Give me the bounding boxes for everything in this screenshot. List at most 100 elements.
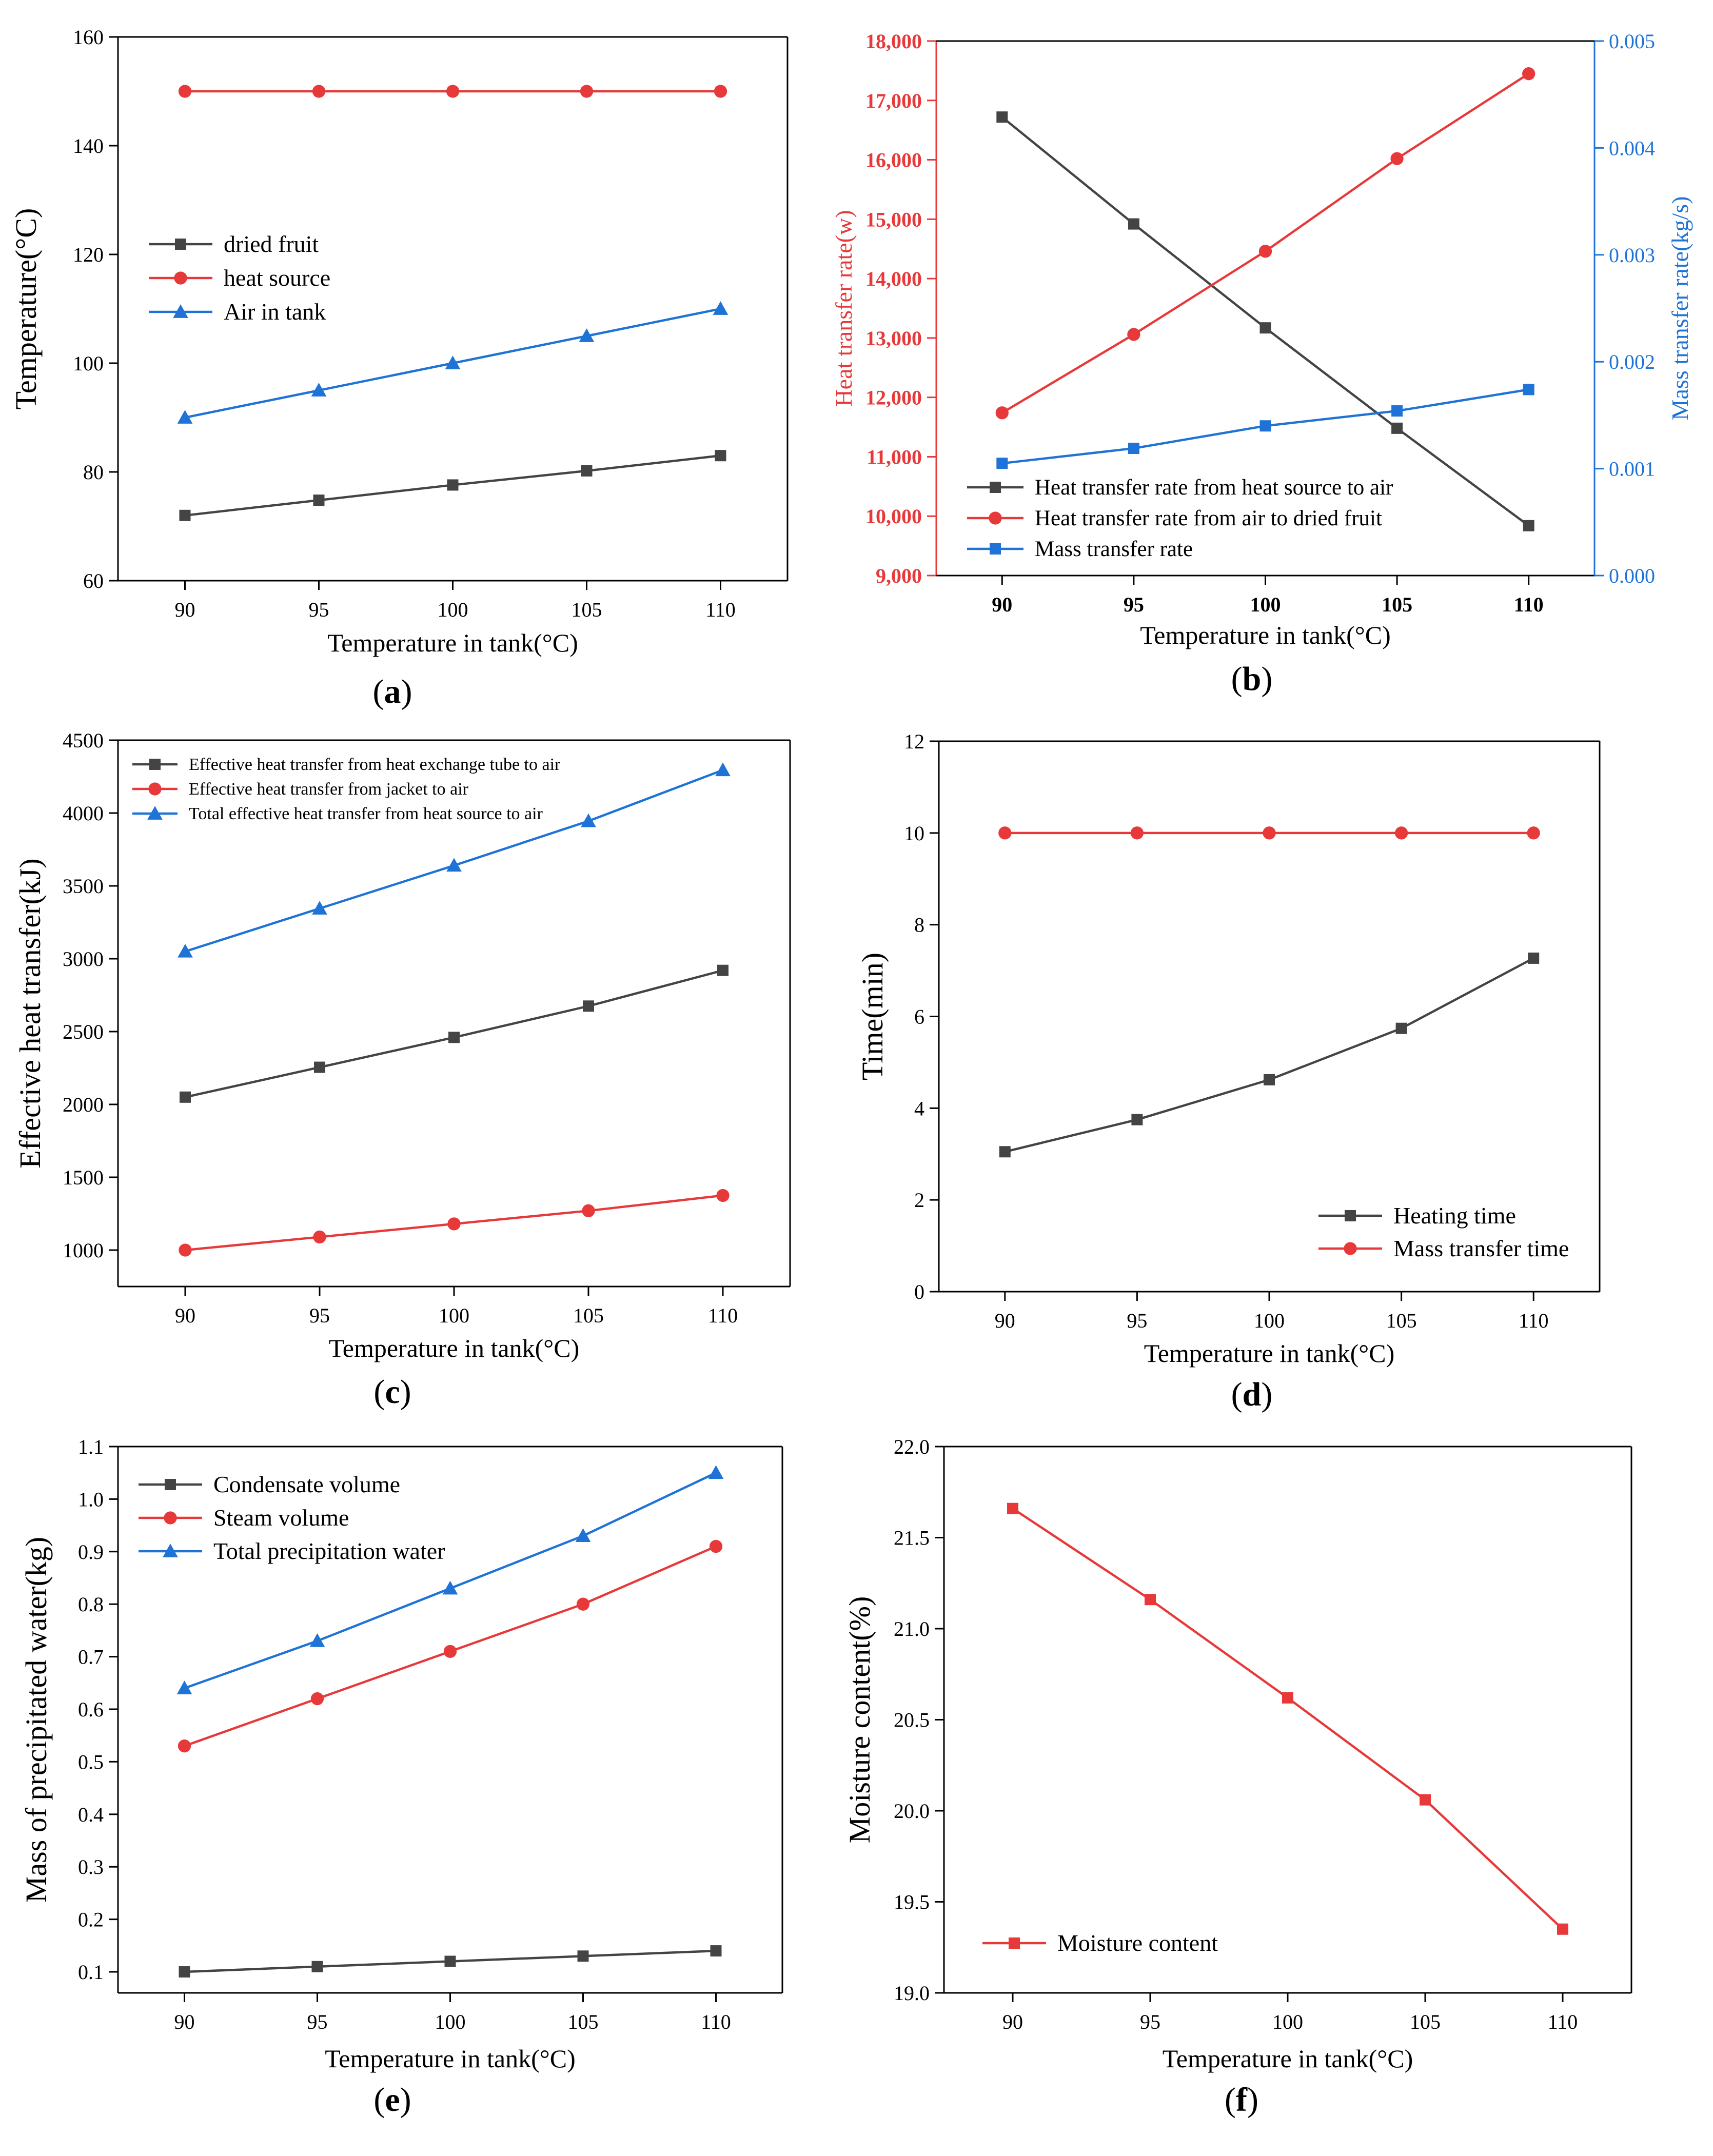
legend-label: Heating time — [1393, 1202, 1516, 1229]
legend-marker — [990, 543, 1001, 555]
data-point — [1395, 1022, 1407, 1034]
y-tick-label: 2 — [914, 1189, 924, 1212]
x-tick-label: 105 — [1410, 2010, 1441, 2033]
y-tick-label: 0 — [914, 1280, 924, 1303]
x-tick-label: 105 — [1382, 593, 1412, 616]
data-point — [445, 355, 461, 369]
x-tick-label: 95 — [309, 598, 329, 621]
legend-label: Mass transfer rate — [1035, 537, 1193, 561]
y-tick-label: 10 — [904, 822, 924, 845]
data-point — [579, 328, 595, 342]
panel-label-letter: f — [1236, 2081, 1248, 2119]
x-axis-title: Temperature in tank(°C) — [1144, 1339, 1395, 1368]
data-point — [1258, 245, 1272, 258]
chart-b: 90 95 100 105 110 9,000 10,000 11,000 12,000 13,0… — [831, 30, 1693, 698]
data-point — [313, 495, 325, 506]
data-point — [716, 1189, 730, 1202]
data-point — [314, 1061, 325, 1073]
data-point — [708, 1465, 724, 1479]
x-tick-label: 95 — [1127, 1309, 1147, 1332]
y-tick-label: 1500 — [63, 1166, 104, 1189]
data-point — [1282, 1692, 1293, 1704]
y-tick-label: 140 — [73, 134, 104, 157]
legend-marker — [175, 239, 186, 250]
data-point — [1557, 1923, 1568, 1935]
legend-marker — [147, 806, 163, 820]
x-tick-label: 100 — [435, 2010, 466, 2033]
y-right-tick-label: 0.001 — [1609, 458, 1655, 481]
x-tick-label: 95 — [309, 1304, 330, 1327]
y-tick-label: 0.4 — [78, 1803, 104, 1826]
panel-label: (c) — [373, 1373, 411, 1411]
y-tick-label: 4 — [914, 1097, 924, 1120]
panel-label-open: ( — [373, 1373, 385, 1411]
y-tick-label: 17,000 — [865, 89, 922, 112]
y-tick-label: 20.0 — [894, 1799, 930, 1823]
legend-label: Total effective heat transfer from heat … — [189, 804, 543, 823]
y-right-tick-label: 0.000 — [1609, 564, 1655, 587]
x-axis-title: Temperature in tank(°C) — [327, 628, 578, 657]
data-point — [447, 1217, 461, 1231]
data-point — [1522, 67, 1535, 81]
x-tick-label: 110 — [1519, 1309, 1549, 1332]
x-axis-title: Temperature in tank(°C) — [1140, 621, 1391, 649]
y-tick-label: 0.7 — [78, 1646, 104, 1669]
data-point — [1259, 420, 1271, 432]
data-point — [1523, 384, 1534, 395]
y-right-tick-label: 0.002 — [1609, 350, 1655, 373]
legend-marker — [164, 1511, 177, 1525]
legend-label: Steam volume — [213, 1505, 349, 1531]
data-point — [178, 943, 193, 958]
y-axis-title: Heat transfer rate(w) — [831, 210, 857, 406]
data-point — [1264, 1074, 1275, 1085]
y-axis-title: Temperature(°C) — [9, 208, 43, 410]
panel-label: (a) — [373, 673, 412, 710]
panel-label-close: ) — [1261, 660, 1272, 698]
y-tick-label: 3500 — [63, 875, 104, 898]
y-tick-label: 21.5 — [894, 1527, 930, 1550]
data-point — [1391, 405, 1403, 417]
x-tick-label: 105 — [572, 598, 602, 621]
panel-label-letter: b — [1243, 660, 1262, 698]
data-point — [178, 85, 192, 98]
legend-marker — [148, 782, 162, 796]
panel-label: (e) — [373, 2081, 411, 2119]
x-tick-label: 90 — [175, 1304, 195, 1327]
y-tick-label: 16,000 — [865, 149, 922, 172]
data-point — [996, 458, 1008, 469]
data-point — [1131, 1114, 1143, 1125]
panel-label: (b) — [1231, 660, 1273, 698]
data-point — [581, 813, 596, 827]
y-tick-label: 13,000 — [865, 327, 922, 350]
legend-marker — [1344, 1242, 1357, 1255]
data-point — [582, 1204, 595, 1217]
y-tick-label: 1.0 — [78, 1488, 104, 1511]
data-point — [581, 465, 593, 477]
x-tick-label: 110 — [1548, 2010, 1578, 2033]
legend-marker — [989, 511, 1002, 525]
data-point — [448, 1032, 460, 1043]
data-point — [1394, 826, 1408, 840]
data-point — [998, 826, 1012, 840]
panel-label-close: ) — [400, 2081, 411, 2119]
y-tick-label: 14,000 — [865, 267, 922, 290]
data-point — [313, 1230, 326, 1244]
chart-e: 90 95 100 105 110 0.1 0.2 0.3 0.4 0.5 0.6 0.7 0.8 0.9… — [19, 1435, 783, 2119]
panel-label-open: ( — [1231, 660, 1243, 698]
y-tick-label: 100 — [73, 352, 104, 375]
x-tick-label: 90 — [174, 2010, 195, 2033]
legend-label: dried fruit — [224, 231, 319, 257]
data-point — [442, 1580, 458, 1595]
data-point — [176, 1680, 192, 1694]
y-tick-label: 80 — [83, 461, 104, 484]
y-tick-label: 19.5 — [894, 1891, 930, 1914]
y-tick-label: 1000 — [63, 1239, 104, 1262]
data-point — [178, 1739, 191, 1753]
y-tick-label: 15,000 — [865, 208, 922, 231]
data-point — [311, 383, 327, 397]
data-point — [1007, 1502, 1018, 1514]
x-tick-label: 110 — [708, 1304, 738, 1327]
y-tick-label: 0.5 — [78, 1750, 104, 1773]
y-axis-right-title: Mass transfer rate(kg/s) — [1667, 196, 1693, 421]
x-axis-title: Temperature in tank(°C) — [325, 2044, 576, 2073]
